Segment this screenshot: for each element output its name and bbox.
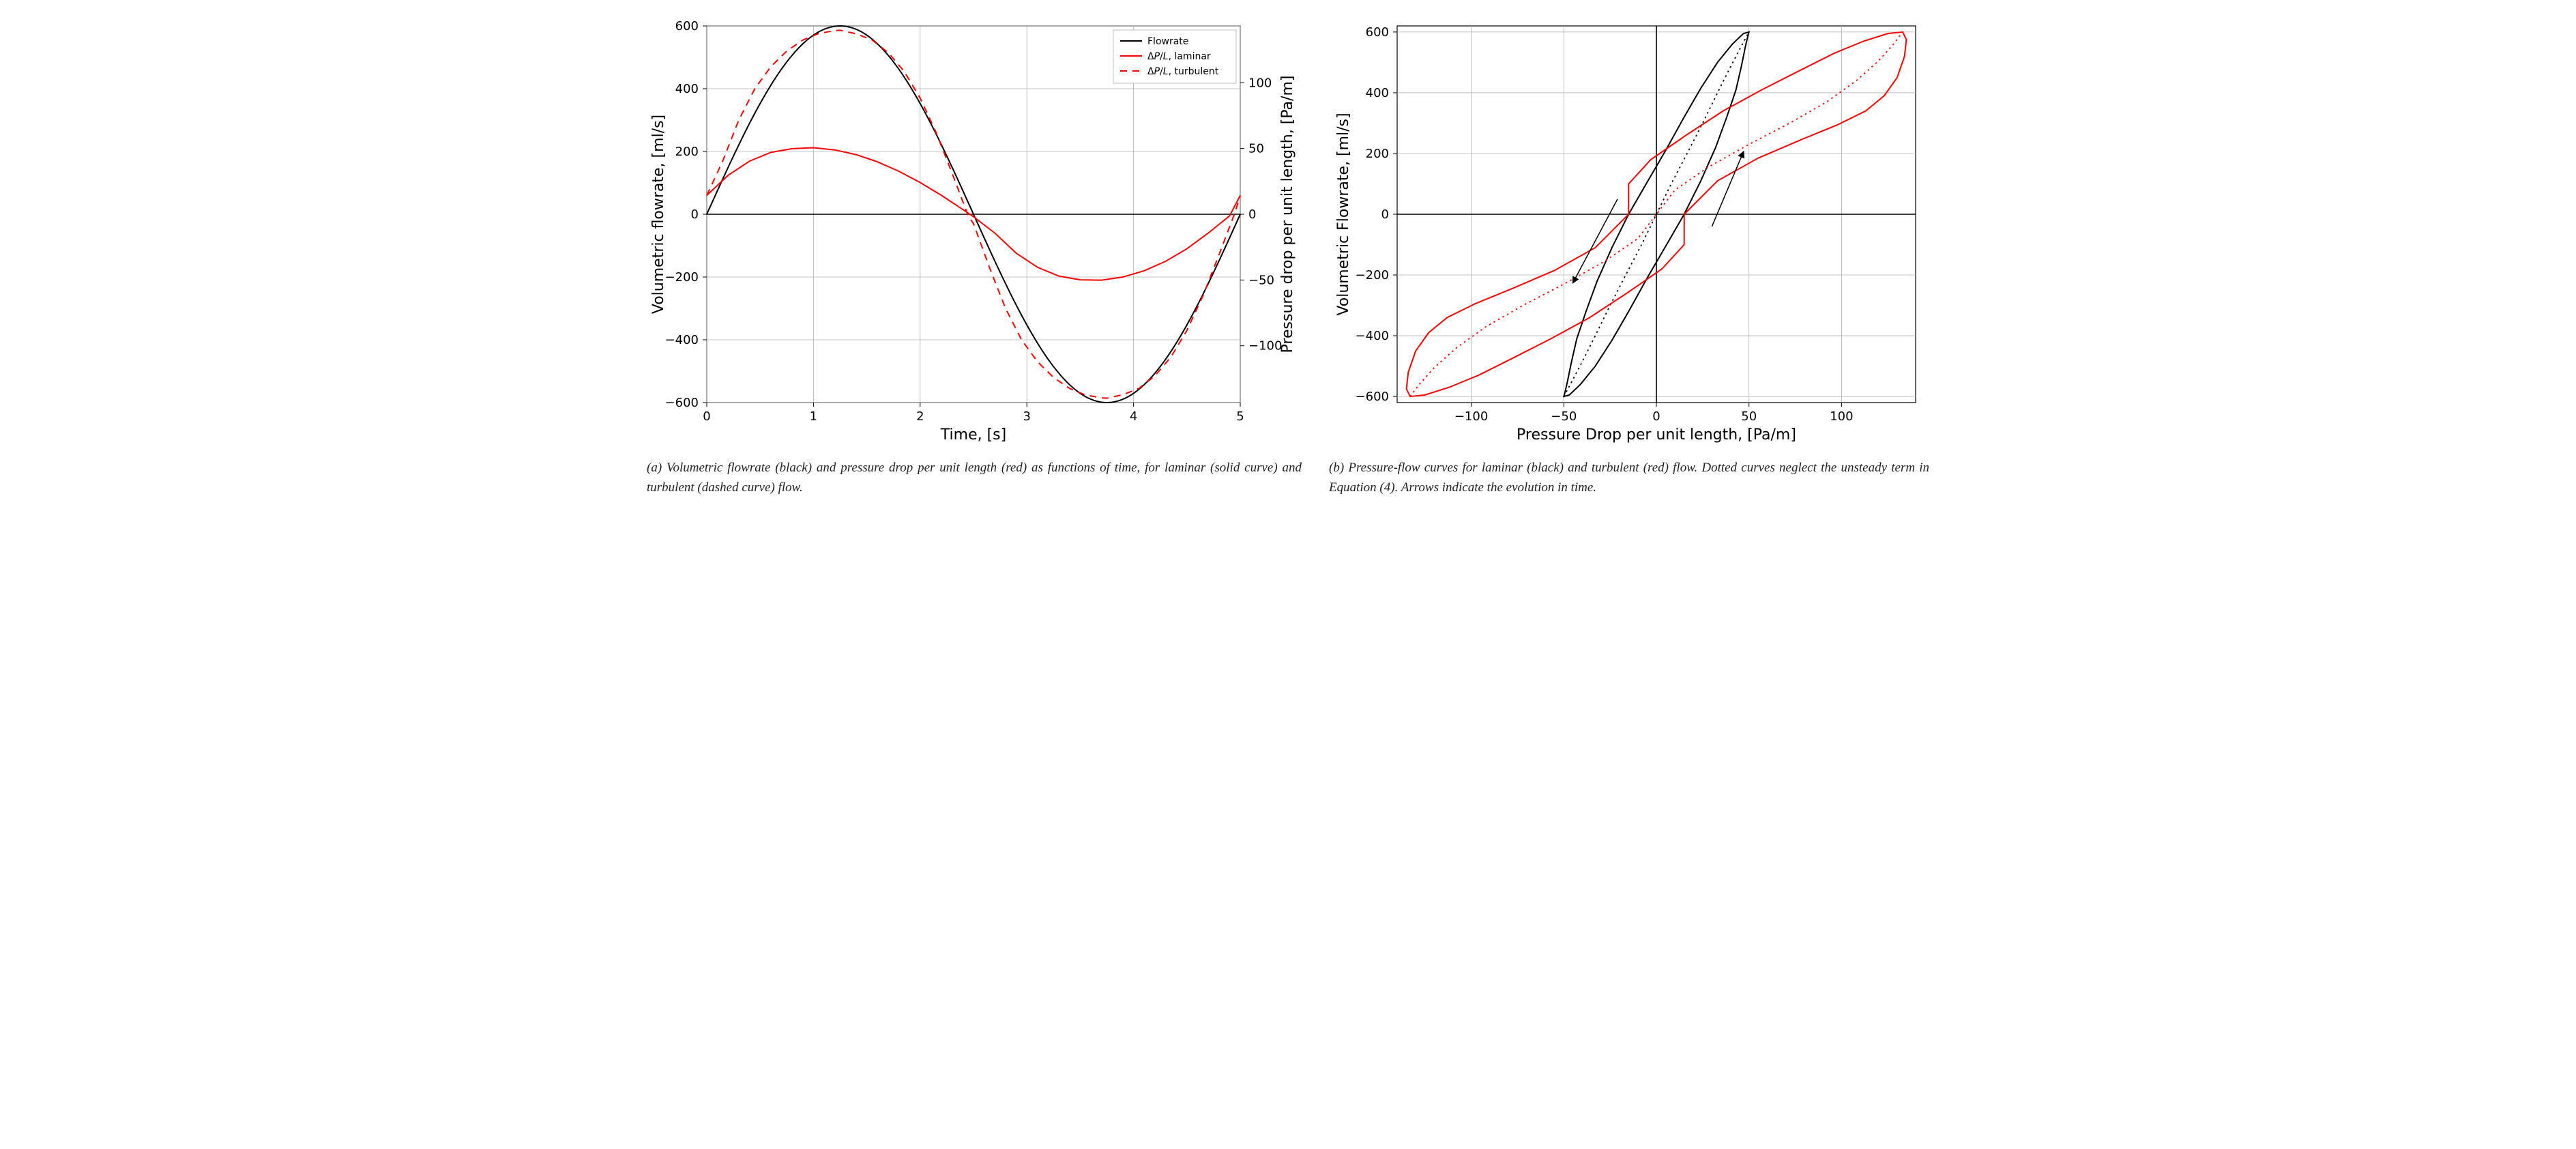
svg-text:−50: −50 bbox=[1248, 273, 1274, 287]
svg-text:100: 100 bbox=[1248, 76, 1272, 90]
svg-text:0: 0 bbox=[1381, 207, 1389, 222]
panel-a: 0 1 2 3 4 5 −600 −400 −200 0 200 400 600 −100 −50 0 50 10… bbox=[647, 14, 1302, 497]
svg-text:−50: −50 bbox=[1551, 409, 1577, 424]
svg-text:−400: −400 bbox=[665, 333, 699, 347]
svg-text:−600: −600 bbox=[665, 396, 699, 410]
svg-text:0: 0 bbox=[1248, 207, 1256, 222]
svg-text:200: 200 bbox=[675, 145, 699, 159]
svg-text:−200: −200 bbox=[1356, 268, 1389, 282]
svg-text:−600: −600 bbox=[1356, 390, 1389, 404]
svg-text:600: 600 bbox=[1366, 25, 1389, 40]
svg-text:−100: −100 bbox=[1454, 409, 1488, 424]
svg-text:0: 0 bbox=[1652, 409, 1660, 424]
legend-item-label: ΔP/L, turbulent bbox=[1147, 66, 1219, 77]
y-left-axis-label: Volumetric flowrate, [ml/s] bbox=[650, 115, 667, 314]
svg-text:−100: −100 bbox=[1248, 339, 1282, 353]
svg-text:0: 0 bbox=[691, 207, 699, 222]
svg-text:600: 600 bbox=[675, 19, 699, 33]
svg-text:400: 400 bbox=[675, 82, 699, 96]
svg-text:−200: −200 bbox=[665, 270, 699, 285]
svg-text:2: 2 bbox=[916, 409, 924, 424]
svg-text:50: 50 bbox=[1741, 409, 1757, 424]
chart-a: 0 1 2 3 4 5 −600 −400 −200 0 200 400 600 −100 −50 0 50 10… bbox=[647, 14, 1302, 450]
svg-text:100: 100 bbox=[1830, 409, 1853, 424]
panel-a-caption: (a) Volumetric flowrate (black) and pres… bbox=[647, 459, 1302, 497]
chart-b: −100 −50 0 50 100 −600 −400 −200 0 200 400 600 Press… bbox=[1329, 14, 1929, 450]
svg-text:3: 3 bbox=[1023, 409, 1030, 424]
legend-item-label: ΔP/L, laminar bbox=[1147, 51, 1211, 62]
panel-b: −100 −50 0 50 100 −600 −400 −200 0 200 400 600 Press… bbox=[1329, 14, 1929, 497]
y-right-axis-label: Pressure drop per unit length, [Pa/m] bbox=[1279, 76, 1296, 353]
svg-text:1: 1 bbox=[810, 409, 817, 424]
svg-text:5: 5 bbox=[1236, 409, 1244, 424]
svg-text:50: 50 bbox=[1248, 142, 1264, 156]
legend-item-label: Flowrate bbox=[1147, 36, 1188, 47]
panel-b-caption: (b) Pressure-flow curves for laminar (bl… bbox=[1329, 459, 1929, 497]
legend: Flowrate ΔP/L, laminar ΔP/L, turbulent bbox=[1113, 30, 1236, 83]
chart-a-svg: 0 1 2 3 4 5 −600 −400 −200 0 200 400 600 −100 −50 0 50 10… bbox=[647, 14, 1302, 450]
figure-row: 0 1 2 3 4 5 −600 −400 −200 0 200 400 600 −100 −50 0 50 10… bbox=[14, 14, 2562, 497]
svg-text:4: 4 bbox=[1130, 409, 1137, 424]
x-axis-label: Pressure Drop per unit length, [Pa/m] bbox=[1517, 426, 1796, 443]
svg-text:0: 0 bbox=[703, 409, 710, 424]
svg-text:−400: −400 bbox=[1356, 329, 1389, 343]
chart-b-svg: −100 −50 0 50 100 −600 −400 −200 0 200 400 600 Press… bbox=[1329, 14, 1929, 450]
svg-text:400: 400 bbox=[1366, 86, 1389, 100]
svg-text:200: 200 bbox=[1366, 147, 1389, 161]
y-axis-label: Volumetric Flowrate, [ml/s] bbox=[1335, 113, 1352, 315]
x-axis-label: Time, [s] bbox=[940, 426, 1006, 443]
